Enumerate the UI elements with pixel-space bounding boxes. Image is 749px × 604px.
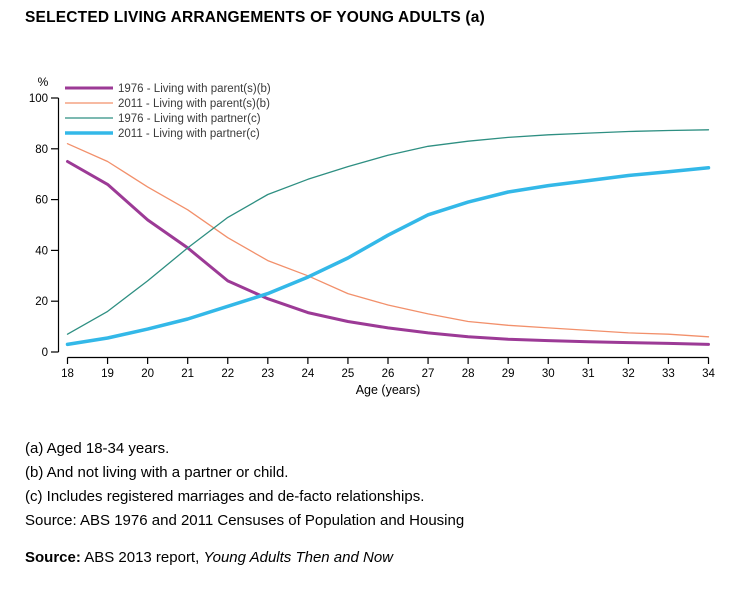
legend-label-2: 2011 - Living with parent(s)(b) <box>118 98 270 110</box>
x-tick-label: 21 <box>181 368 194 380</box>
x-tick-label: 28 <box>462 368 475 380</box>
source-label: Source: <box>25 549 81 566</box>
y-axis-unit-label: % <box>38 75 49 89</box>
x-tick-label: 20 <box>141 368 154 380</box>
footnote-c: (c) Includes registered marriages and de… <box>25 488 425 505</box>
chart-svg: 0 20 40 60 80 100% 18 19 20 21 22 23 24 25 26 27 28 29 30 3… <box>29 75 716 397</box>
x-tick-label: 32 <box>622 368 635 380</box>
chart-title: SELECTED LIVING ARRANGEMENTS OF YOUNG AD… <box>25 9 485 26</box>
footnote-b: (b) And not living with a partner or chi… <box>25 464 289 481</box>
y-tick-label: 60 <box>35 195 48 207</box>
y-tick-label: 0 <box>42 347 48 359</box>
series-line-4 <box>65 166 711 347</box>
footnotes: (a) Aged 18-34 years. (b) And not living… <box>25 437 464 533</box>
legend-label-3: 1976 - Living with partner(c) <box>118 113 261 125</box>
line-chart: 0 20 40 60 80 100% 18 19 20 21 22 23 24 25 26 27 28 29 30 3… <box>0 70 749 405</box>
x-tick-label: 18 <box>61 368 74 380</box>
series-line-1 <box>66 160 710 346</box>
series-line-3 <box>66 129 710 335</box>
x-tick-label: 26 <box>382 368 395 380</box>
y-tick-label: 100 <box>29 93 48 105</box>
x-tick-label: 30 <box>542 368 555 380</box>
x-tick-label: 23 <box>261 368 274 380</box>
x-tick-label: 22 <box>221 368 234 380</box>
x-tick-label: 33 <box>662 368 675 380</box>
y-tick-label: 40 <box>35 245 48 257</box>
x-tick-label: 34 <box>702 368 715 380</box>
x-tick-label: 24 <box>301 368 314 380</box>
x-tick-label: 29 <box>502 368 515 380</box>
x-tick-label: 25 <box>342 368 355 380</box>
source-text: ABS 2013 report, <box>80 549 204 566</box>
source-report-title: Young Adults Then and Now <box>203 549 394 566</box>
footnote-a: (a) Aged 18-34 years. <box>25 440 170 457</box>
x-tick-label: 31 <box>582 368 595 380</box>
legend-label-4: 2011 - Living with partner(c) <box>118 128 260 140</box>
y-tick-label: 80 <box>35 144 48 156</box>
series-line-2 <box>66 143 710 338</box>
y-tick-label: 20 <box>35 296 48 308</box>
x-axis-label: Age (years) <box>356 383 421 397</box>
x-tick-label: 27 <box>422 368 435 380</box>
report-source: Source: ABS 2013 report, Young Adults Th… <box>25 549 393 566</box>
x-tick-label: 19 <box>101 368 114 380</box>
legend-label-1: 1976 - Living with parent(s)(b) <box>118 83 271 95</box>
footnote-source-census: Source: ABS 1976 and 2011 Censuses of Po… <box>25 512 465 529</box>
